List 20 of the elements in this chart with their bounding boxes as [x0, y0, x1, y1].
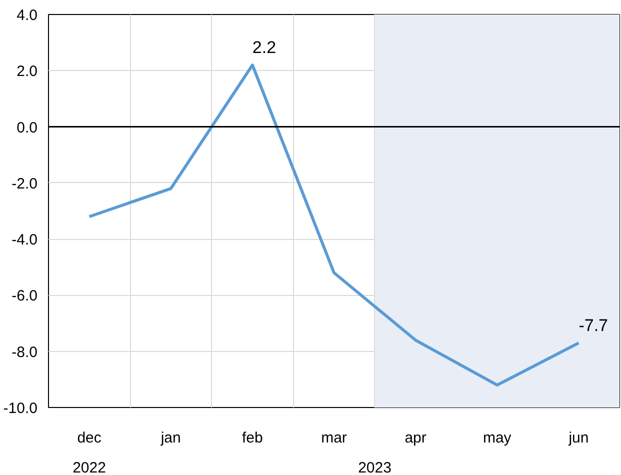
y-tick-label: 2.0	[16, 63, 38, 80]
data-label: -7.7	[578, 316, 608, 335]
line-series	[88, 64, 580, 387]
x-tick-label: dec	[77, 430, 102, 446]
x-tick-label: may	[482, 430, 512, 446]
x-tick-label: mar	[321, 430, 347, 446]
y-tick-label: -8.0	[12, 344, 38, 361]
x-tick-label: jun	[568, 430, 589, 446]
text: 2022	[72, 460, 106, 475]
y-tick-label: -4.0	[12, 232, 38, 249]
x-tick-label: apr	[404, 430, 426, 446]
x-tick-label: jan	[160, 430, 181, 446]
y-tick-label: 0.0	[16, 119, 38, 136]
y-tick-label: 4.0	[16, 7, 38, 24]
data-label: 2.2	[252, 38, 276, 58]
y-tick-label: -2.0	[12, 175, 38, 192]
x-tick-label: feb	[242, 430, 263, 446]
y-tick-label: -10.0	[3, 400, 38, 417]
y-tick-label: -6.0	[12, 288, 38, 305]
text: 2023	[358, 460, 392, 475]
